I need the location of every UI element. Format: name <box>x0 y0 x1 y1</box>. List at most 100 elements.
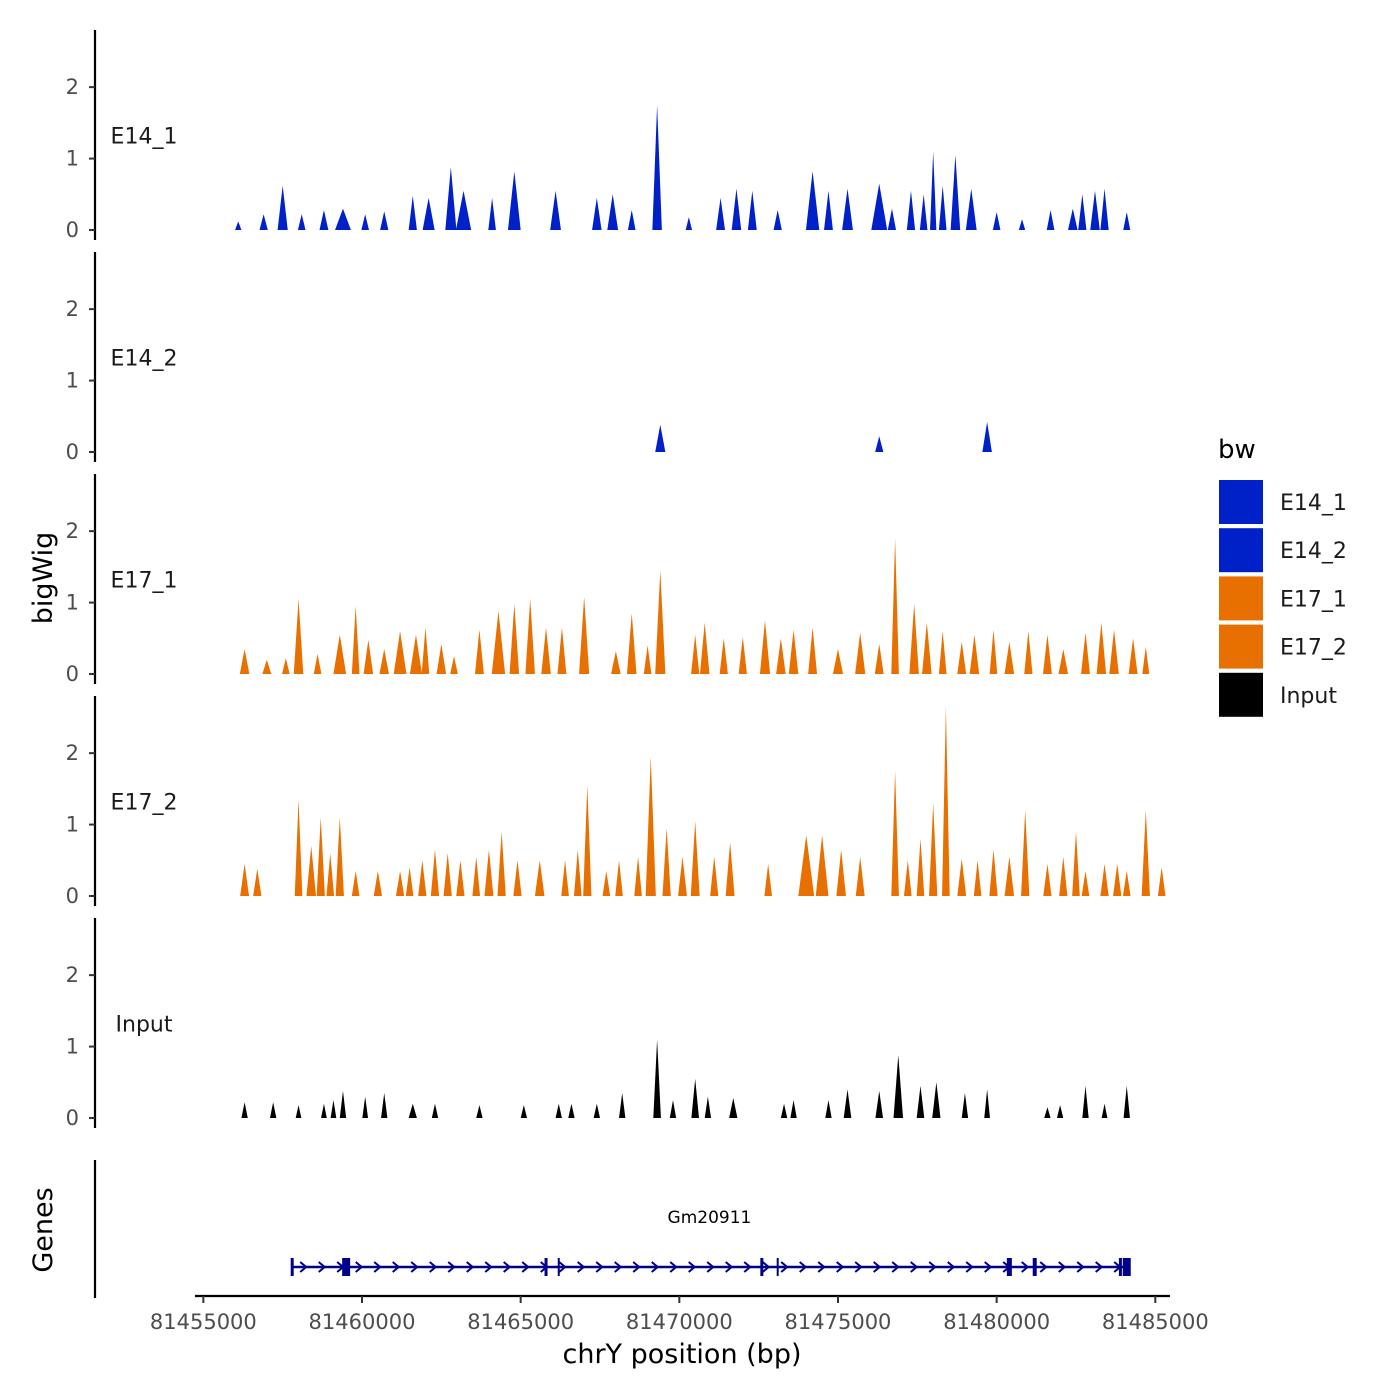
signal-peak <box>282 658 290 674</box>
strand-arrow <box>984 1261 993 1273</box>
signal-peak <box>1109 629 1119 674</box>
signal-peak <box>550 190 561 230</box>
signal-peak <box>938 185 947 230</box>
signal-peak <box>1113 863 1122 896</box>
y-tick-label: 2 <box>66 75 79 99</box>
x-tick-label: 81465000 <box>467 1310 574 1334</box>
signal-peak <box>455 190 472 230</box>
track-label: E17_1 <box>111 569 178 594</box>
signal-peak <box>691 1078 700 1118</box>
signal-peak <box>685 217 693 230</box>
signal-peak <box>887 208 897 230</box>
signal-peak <box>930 151 937 230</box>
gene-exon <box>760 1258 764 1276</box>
signal-peak <box>1122 871 1131 896</box>
signal-peak <box>662 828 671 896</box>
signal-peak <box>716 197 726 230</box>
signal-peak <box>319 210 329 230</box>
signal-peak <box>573 849 582 896</box>
signal-peak <box>592 197 602 230</box>
signal-peak <box>561 860 569 896</box>
signal-peak <box>836 849 846 896</box>
signal-peak <box>645 756 656 896</box>
signal-peak <box>1081 632 1090 674</box>
signal-peak <box>472 856 481 896</box>
signal-peak <box>557 627 567 674</box>
strand-arrow <box>632 1261 641 1273</box>
signal-peak <box>579 596 590 674</box>
signal-peak <box>909 604 919 674</box>
signal-peak <box>474 629 484 674</box>
signal-peak <box>1018 219 1026 230</box>
signal-peak <box>982 422 992 452</box>
x-tick-label: 81485000 <box>1102 1310 1209 1334</box>
signal-peak <box>855 632 866 674</box>
strand-arrow <box>577 1261 586 1273</box>
signal-peak <box>330 1100 337 1118</box>
y-tick-label: 0 <box>66 884 79 908</box>
signal-peak <box>815 835 829 896</box>
signal-peak <box>916 838 925 896</box>
strand-arrow <box>558 1261 567 1273</box>
legend-swatch <box>1219 624 1263 669</box>
signal-peak <box>259 214 268 230</box>
x-tick-label: 81455000 <box>150 1310 257 1334</box>
signal-peak <box>583 785 592 896</box>
signal-peak <box>362 1096 369 1118</box>
signal-peak <box>922 622 932 674</box>
signal-peak <box>855 856 865 896</box>
signal-peak <box>788 629 799 674</box>
signal-peak <box>989 849 998 896</box>
signal-peak <box>710 856 719 896</box>
legend-swatch <box>1219 528 1263 573</box>
track-label: E17_2 <box>111 791 178 816</box>
strand-arrow <box>318 1261 327 1273</box>
signal-peak <box>293 599 304 674</box>
track-label: Input <box>116 1013 173 1038</box>
signal-peak <box>729 1098 738 1118</box>
signal-peak <box>957 858 967 896</box>
genes-track: Gm20911 <box>93 1160 1131 1298</box>
strand-arrow <box>1076 1261 1085 1273</box>
signal-peak <box>1042 634 1052 674</box>
signal-peak <box>1123 1085 1130 1118</box>
signal-peak <box>725 842 735 896</box>
signal-peak <box>497 831 506 896</box>
signal-peak <box>351 871 360 896</box>
signal-peak <box>1157 867 1166 896</box>
signal-peak <box>611 651 621 674</box>
track-Input: 0 1 2 Input <box>66 918 1130 1130</box>
signal-peak <box>764 863 772 896</box>
signal-peak <box>313 654 322 674</box>
signal-peak <box>843 1089 852 1118</box>
signal-peak <box>297 214 306 230</box>
signal-peak <box>1142 646 1150 674</box>
signal-peak <box>842 188 853 230</box>
signal-peak <box>541 627 551 674</box>
gene-exon <box>290 1258 294 1276</box>
strand-arrow <box>743 1261 752 1273</box>
y-tick-label: 0 <box>66 218 79 242</box>
signal-peak <box>1068 208 1078 230</box>
strand-arrow <box>780 1261 789 1273</box>
signal-peak <box>747 190 757 230</box>
legend-swatch <box>1219 576 1263 621</box>
signal-peak <box>773 210 782 230</box>
strand-arrow <box>429 1261 438 1273</box>
signal-peak <box>321 1103 327 1118</box>
signal-peak <box>1021 810 1030 896</box>
signal-peak <box>381 1093 388 1118</box>
strand-arrow <box>410 1261 419 1273</box>
strand-arrow <box>965 1261 974 1273</box>
signal-peak <box>607 194 619 230</box>
legend-label: E17_1 <box>1280 587 1347 612</box>
signal-peak <box>484 849 494 896</box>
signal-peak <box>961 1093 969 1118</box>
signal-peak <box>808 627 818 674</box>
y-tick-label: 1 <box>66 591 79 615</box>
signal-peak <box>906 190 916 230</box>
y-tick-label: 1 <box>66 1035 79 1059</box>
signal-peak <box>1078 194 1087 230</box>
signal-peak <box>678 856 687 896</box>
